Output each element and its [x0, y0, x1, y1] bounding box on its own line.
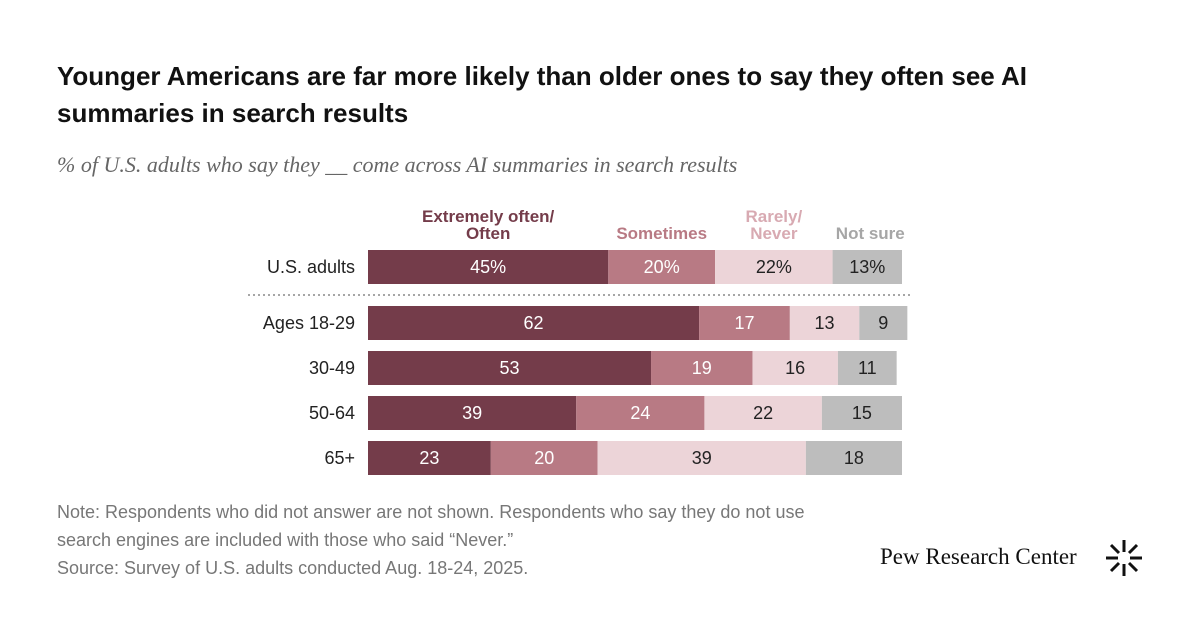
value-label: 18	[844, 448, 864, 468]
bar-segment	[368, 351, 652, 385]
source: Source: Survey of U.S. adults conducted …	[57, 558, 529, 578]
bar-segment	[805, 441, 902, 475]
legend-label: Sometimes	[616, 224, 708, 243]
value-label: 20	[534, 448, 554, 468]
value-label: 53	[499, 358, 519, 378]
chart-subtitle: % of U.S. adults who say they __ come ac…	[57, 152, 738, 177]
value-label: 11	[858, 358, 877, 378]
value-label: 39	[692, 448, 712, 468]
value-label: 23	[419, 448, 439, 468]
value-label: 19	[692, 358, 712, 378]
bar-segment	[368, 306, 700, 340]
value-label: 22	[753, 403, 773, 423]
bar-segment	[651, 351, 753, 385]
bar-segment	[608, 250, 716, 284]
value-label: 24	[630, 403, 650, 423]
value-label: 39	[462, 403, 482, 423]
value-label: 45%	[470, 257, 506, 277]
bar-segment	[789, 306, 860, 340]
bar-segment	[821, 396, 902, 430]
value-label: 17	[734, 313, 754, 333]
bar-segment	[699, 306, 790, 340]
brand: Pew Research Center	[880, 544, 1077, 569]
value-label: 13	[815, 313, 835, 333]
category-label: 65+	[324, 448, 355, 468]
category-label: 50-64	[309, 403, 355, 423]
bar-segment	[752, 351, 838, 385]
chart-title: Younger Americans are far more likely th…	[57, 61, 1028, 128]
value-label: 20%	[644, 257, 680, 277]
value-label: 16	[785, 358, 805, 378]
bar-segment	[859, 306, 908, 340]
value-label: 9	[878, 313, 888, 333]
bar-segment	[597, 441, 806, 475]
bar-segment	[368, 441, 491, 475]
bar-segment	[837, 351, 897, 385]
bar-segment	[576, 396, 705, 430]
bar-segment	[368, 250, 609, 284]
bar-segment	[368, 396, 577, 430]
legend-label: Rarely/ Never	[745, 207, 803, 243]
category-label: 30-49	[309, 358, 355, 378]
bar-segment	[832, 250, 902, 284]
value-label: 22%	[756, 257, 792, 277]
category-label: U.S. adults	[267, 257, 355, 277]
value-label: 13%	[849, 257, 885, 277]
bar-segment	[715, 250, 833, 284]
legend-label: Not sure	[835, 224, 905, 243]
bar-segment	[490, 441, 598, 475]
value-label: 15	[852, 403, 872, 423]
note: Note: Respondents who did not answer are…	[57, 502, 805, 550]
logo-icon	[1106, 540, 1142, 576]
bar-segment	[704, 396, 822, 430]
value-label: 62	[524, 313, 544, 333]
legend-label: Extremely often/ Often	[422, 207, 555, 243]
category-label: Ages 18-29	[263, 313, 355, 333]
